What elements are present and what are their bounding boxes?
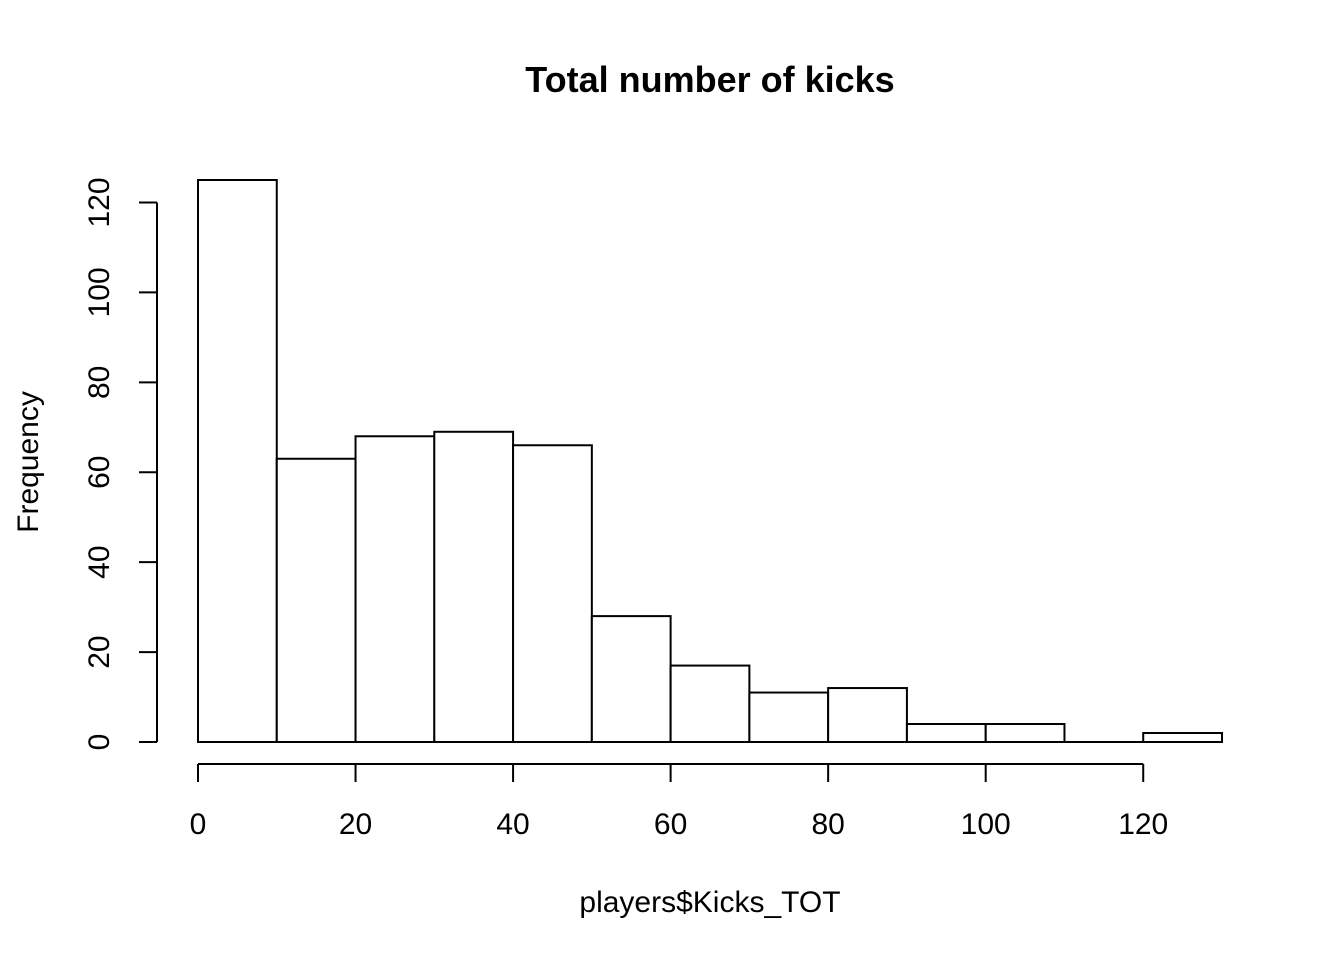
histogram-bar [590, 615, 672, 743]
y-axis-ticks: 0 20 40 60 80 100 120 [83, 177, 157, 750]
y-tick-label: 60 [83, 456, 116, 489]
x-tick-label: 0 [190, 808, 207, 841]
y-tick-label: 120 [83, 177, 116, 227]
x-axis: 0 20 40 60 80 100 120 [190, 763, 1168, 841]
x-tick-label: 20 [339, 808, 372, 841]
y-tick-label: 40 [83, 545, 116, 578]
histogram-bar [984, 723, 1066, 743]
histogram-bar [669, 664, 751, 743]
y-tick-label: 0 [83, 734, 116, 751]
x-tick-label: 80 [811, 808, 844, 841]
y-tick-label: 100 [83, 267, 116, 317]
histogram-bar [827, 687, 908, 743]
histogram-bar [197, 179, 278, 743]
histogram-bar [748, 691, 830, 744]
histogram-bar [512, 444, 593, 743]
x-tick-label: 120 [1118, 808, 1168, 841]
y-axis: 0 20 40 60 80 100 120 [83, 177, 158, 750]
x-tick-label: 100 [961, 808, 1011, 841]
x-tick-label: 60 [654, 808, 687, 841]
histogram-bar [433, 430, 515, 743]
x-tick-label: 40 [496, 808, 529, 841]
histogram-bar [354, 435, 436, 743]
chart-title: Total number of kicks [525, 59, 894, 100]
histogram-bar [905, 723, 987, 743]
x-axis-ticks: 0 20 40 60 80 100 120 [190, 764, 1168, 841]
histogram-bars [197, 179, 1223, 744]
histogram-bar [275, 457, 357, 743]
histogram-bar [1142, 732, 1223, 743]
y-tick-label: 80 [83, 366, 116, 399]
x-axis-label: players$Kicks_TOT [579, 886, 840, 919]
y-axis-label: Frequency [12, 391, 45, 533]
y-tick-label: 20 [83, 635, 116, 668]
